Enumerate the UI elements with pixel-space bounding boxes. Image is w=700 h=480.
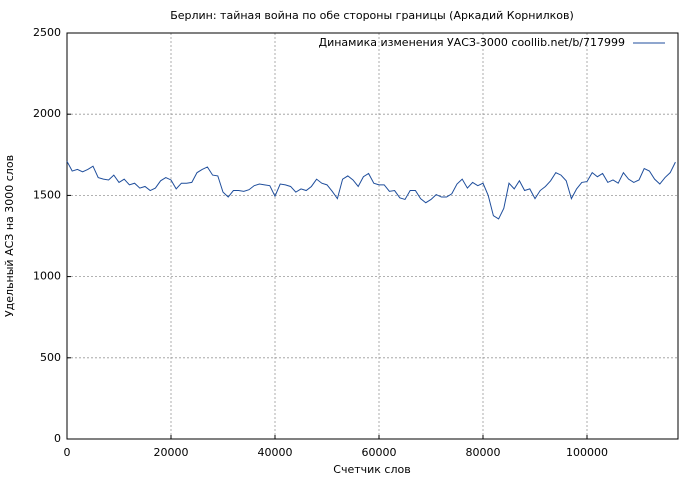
data-line — [66, 161, 676, 220]
y-tick-label: 1000 — [33, 270, 61, 283]
x-tick-label: 100000 — [566, 446, 608, 459]
x-tick-label: 40000 — [258, 446, 293, 459]
chart-title: Берлин: тайная война по обе стороны гран… — [170, 9, 574, 22]
plot-frame — [66, 32, 679, 440]
y-tick-label: 500 — [40, 351, 61, 364]
y-tick-label: 0 — [54, 432, 61, 445]
y-tick-label: 2000 — [33, 107, 61, 120]
legend-label: Динамика изменения УАСЗ-3000 coollib.net… — [319, 36, 626, 49]
x-tick-label: 0 — [64, 446, 71, 459]
y-axis-label: Удельный АСЗ на 3000 слов — [3, 155, 16, 317]
x-tick-label: 20000 — [154, 446, 189, 459]
x-tick-label: 80000 — [466, 446, 501, 459]
y-tick-label: 1500 — [33, 188, 61, 201]
x-tick-label: 60000 — [362, 446, 397, 459]
y-tick-label: 2500 — [33, 26, 61, 39]
x-axis-label: Счетчик слов — [333, 463, 410, 476]
